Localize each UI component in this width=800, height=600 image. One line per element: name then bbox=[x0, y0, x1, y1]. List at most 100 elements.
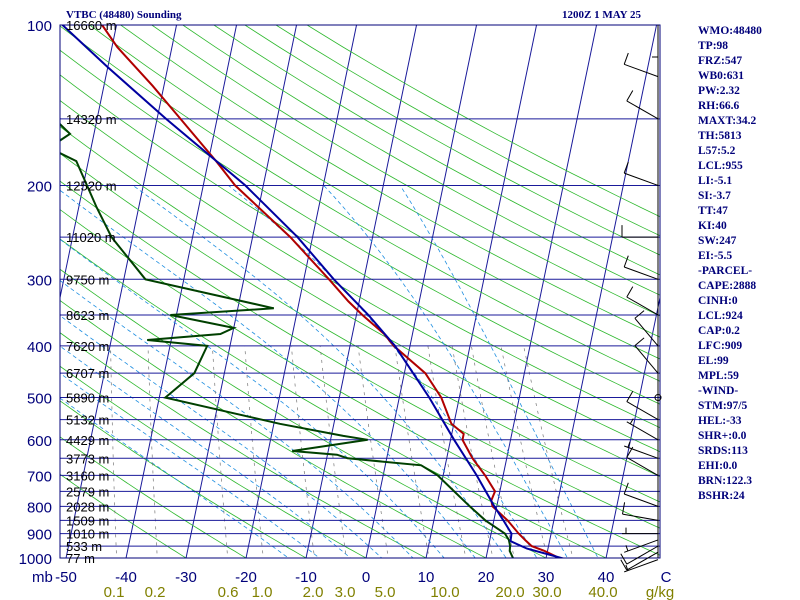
mixing-ratio-line bbox=[427, 345, 467, 558]
wind-barb bbox=[626, 446, 659, 476]
height-label: 3773 m bbox=[66, 451, 109, 466]
height-label: 14320 m bbox=[66, 112, 117, 127]
wind-barb bbox=[634, 310, 659, 347]
wind-barb bbox=[626, 286, 659, 316]
mixing-ratio-line bbox=[523, 345, 574, 558]
height-label: 5890 m bbox=[66, 391, 109, 406]
dry-adiabat-line bbox=[151, 25, 660, 317]
temperature-unit-label: C bbox=[661, 569, 672, 586]
pressure-tick-label: 200 bbox=[27, 178, 52, 195]
index-item: EL:99 bbox=[698, 355, 729, 367]
height-label: 11020 m bbox=[66, 230, 116, 245]
mixing-ratio-tick-label: 1.0 bbox=[252, 584, 273, 600]
index-item: LFC:909 bbox=[698, 340, 743, 352]
isotherm-line bbox=[245, 25, 358, 558]
moist-adiabat-line bbox=[60, 345, 352, 558]
dry-adiabat-line bbox=[60, 473, 187, 558]
index-item: TH:5813 bbox=[698, 130, 742, 142]
mixing-ratio-line bbox=[319, 345, 347, 558]
index-item: CAP:0.2 bbox=[698, 325, 740, 337]
dry-adiabat-line bbox=[60, 332, 427, 558]
wind-barb bbox=[622, 502, 659, 521]
dry-adiabat-line bbox=[244, 25, 660, 256]
mixing-ratio-tick-label: 40.0 bbox=[588, 584, 617, 600]
height-label: 3160 m bbox=[66, 468, 109, 483]
isotherm-line bbox=[545, 25, 658, 558]
index-item: WB0:631 bbox=[698, 70, 744, 82]
wind-barb bbox=[626, 390, 659, 421]
height-label: 1010 m bbox=[66, 527, 109, 542]
mixing-ratio-tick-label: 0.2 bbox=[145, 584, 166, 600]
pressure-tick-label: 1000 bbox=[19, 551, 52, 568]
index-item: MPL:59 bbox=[698, 370, 739, 382]
moist-adiabat-line bbox=[60, 372, 321, 558]
index-item: LCL:924 bbox=[698, 310, 743, 322]
moist-adiabat-line bbox=[60, 189, 476, 558]
moist-adiabat-line bbox=[132, 185, 507, 558]
mixing-ratio-line bbox=[357, 345, 389, 558]
pressure-tick-label: 600 bbox=[27, 433, 52, 450]
mixing-ratio-line bbox=[500, 345, 548, 558]
mixing-ratio-tick-label: 10.0 bbox=[430, 584, 459, 600]
isotherm-line bbox=[0, 13, 59, 569]
wind-barb bbox=[623, 482, 659, 507]
index-item: MAXT:34.2 bbox=[698, 115, 757, 127]
moist-adiabat-line bbox=[60, 238, 445, 558]
temperature-tick-label: -50 bbox=[55, 569, 77, 586]
index-item: EI:-5.5 bbox=[698, 250, 733, 262]
isotherm-line bbox=[185, 25, 298, 558]
mixing-ratio-line bbox=[147, 345, 158, 558]
mixing-ratio-line bbox=[394, 345, 430, 558]
wind-barb bbox=[620, 545, 659, 565]
y-axis-label: mb bbox=[32, 569, 53, 586]
index-item: CINH:0 bbox=[698, 295, 738, 307]
dry-adiabat-line bbox=[60, 268, 547, 558]
dry-adiabat-line bbox=[60, 436, 247, 558]
temperature-tick-label: 0 bbox=[362, 569, 370, 586]
dry-adiabat-line bbox=[60, 49, 660, 405]
mixing-ratio-line bbox=[244, 345, 264, 558]
temperature-tick-label: 10 bbox=[418, 569, 435, 586]
index-item: FRZ:547 bbox=[698, 55, 743, 67]
sounding-datetime: 1200Z 1 MAY 25 bbox=[562, 9, 641, 21]
mixing-ratio-line bbox=[471, 345, 515, 558]
index-item: TP:98 bbox=[698, 40, 729, 52]
dry-adiabat-line bbox=[60, 400, 307, 558]
dry-adiabat-line bbox=[60, 299, 487, 558]
moist-adiabat-line bbox=[60, 397, 290, 558]
dry-adiabat-line bbox=[60, 238, 607, 558]
index-item: L57:5.2 bbox=[698, 145, 736, 157]
isotherm-line bbox=[65, 25, 178, 558]
index-item: BSHR:24 bbox=[698, 490, 745, 502]
index-item: SHR+:0.0 bbox=[698, 430, 747, 442]
mixing-ratio-tick-label: 2.0 bbox=[303, 584, 324, 600]
pressure-tick-label: 500 bbox=[27, 391, 52, 408]
height-label: 8623 m bbox=[66, 308, 109, 323]
dry-adiabat-line bbox=[182, 25, 660, 296]
mixing-ratio-tick-label: 20.0 bbox=[495, 584, 524, 600]
pressure-tick-label: 400 bbox=[27, 339, 52, 356]
mixing-ratio-line bbox=[290, 345, 315, 558]
temperature-tick-label: 20 bbox=[478, 569, 495, 586]
index-item: CAPE:2888 bbox=[698, 280, 757, 292]
moist-adiabat-line bbox=[228, 185, 538, 558]
moist-adiabat-line bbox=[323, 185, 568, 558]
wind-barb bbox=[621, 225, 659, 238]
dewpoint-line bbox=[60, 122, 515, 558]
height-label: 16660 m bbox=[66, 18, 117, 33]
height-label: 12520 m bbox=[66, 178, 117, 193]
wind-barb bbox=[623, 255, 659, 280]
dry-adiabat-line bbox=[60, 209, 660, 556]
wind-barb bbox=[652, 25, 659, 61]
temperature-tick-label: 30 bbox=[538, 569, 555, 586]
moist-adiabat-line bbox=[399, 185, 599, 558]
mixing-ratio-tick-label: 3.0 bbox=[335, 584, 356, 600]
wind-calm-marker bbox=[654, 394, 662, 402]
mixing-ratio-unit-label: g/kg bbox=[646, 584, 674, 600]
station-title: VTBC (48480) Sounding bbox=[66, 9, 182, 21]
temperature-tick-label: -40 bbox=[115, 569, 137, 586]
isotherm-line bbox=[125, 25, 238, 558]
index-item: SI:-3.7 bbox=[698, 190, 731, 202]
temperature-tick-label: 40 bbox=[598, 569, 615, 586]
dry-adiabat-line bbox=[60, 152, 660, 503]
